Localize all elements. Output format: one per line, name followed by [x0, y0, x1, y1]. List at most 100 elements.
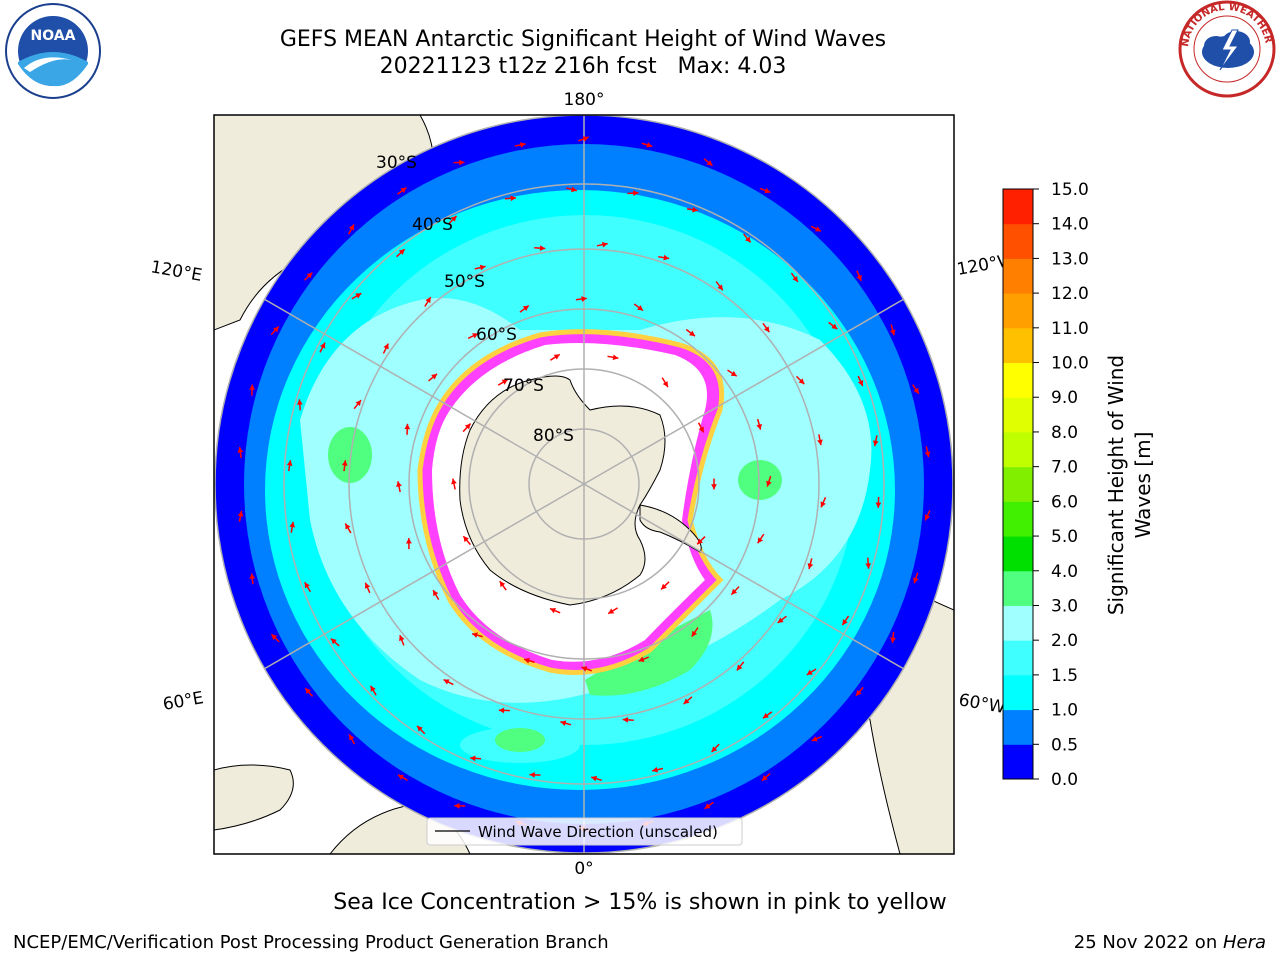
wave-arrow-head — [479, 264, 486, 271]
wave-arrow-head — [612, 354, 619, 361]
wave-arrow-head — [857, 380, 864, 387]
wave-arrow-head — [443, 679, 450, 685]
wave-arrow-head — [433, 590, 439, 597]
wave-arrow-head — [842, 619, 848, 626]
wave-arrow-head — [539, 245, 546, 251]
wave-arrow-head — [792, 275, 798, 282]
wave-arrow-head — [355, 293, 362, 299]
colorbar-tick-label: 2.0 — [1051, 631, 1078, 651]
colorbar-segment — [1003, 605, 1033, 641]
colorbar: 0.0 0.5 1.0 1.5 2.0 3.0 4.0 5.0 6.0 7.0 8.0 9.0 10.0… — [1002, 180, 1089, 790]
wave-arrow-head — [807, 563, 814, 569]
wave-arrow-head — [608, 608, 615, 614]
colorbar-segment — [1003, 501, 1033, 537]
wave-arrow-head — [529, 772, 535, 778]
wave-arrow-head — [249, 573, 256, 579]
wave-arrow-head — [697, 538, 703, 545]
wave-arrow-head — [689, 330, 696, 337]
wave-arrow-head — [856, 274, 862, 281]
wave-arrow-head — [399, 635, 405, 642]
lat-label-60s: 60°S — [476, 325, 517, 345]
wave-arrow-head — [341, 460, 348, 466]
colorbar-tick-label: 14.0 — [1051, 215, 1089, 235]
wave-arrow-head — [924, 514, 931, 521]
lon-label-60e: 60°E — [161, 688, 205, 715]
wave-arrow-head — [875, 502, 882, 508]
colorbar-segment — [1003, 223, 1033, 259]
colorbar-tick-label: 10.0 — [1051, 354, 1089, 374]
wave-arrow-head — [661, 583, 667, 590]
wave-arrow-head — [349, 734, 355, 741]
wave-arrow-head — [472, 632, 478, 638]
wave-arrow-head — [889, 329, 896, 336]
colorbar-tick-label: 13.0 — [1051, 249, 1089, 269]
wave-arrow-head — [330, 638, 337, 645]
lon-label-120e: 120°E — [149, 257, 203, 286]
land-antarctic-peninsula — [639, 504, 702, 553]
footer-date: 25 Nov 2022 on Hera — [1074, 932, 1266, 953]
wave-arrow-head — [761, 775, 768, 781]
wave-arrow-head — [498, 707, 505, 714]
wave-arrow-head — [273, 326, 279, 333]
wave-arrow-head — [345, 523, 351, 530]
wave-arrow-head — [355, 400, 362, 406]
wave-arrow-head — [305, 688, 311, 694]
colorbar-segment — [1003, 674, 1033, 711]
colorbar-tick-label: 1.0 — [1051, 701, 1078, 721]
wave-arrow-head — [756, 423, 762, 430]
colorbar-tick-label: 7.0 — [1051, 458, 1078, 478]
wave-arrow-head — [698, 426, 704, 433]
wave-arrow-head — [383, 343, 389, 350]
wave-arrow-head — [463, 536, 469, 543]
colorbar-segment — [1003, 293, 1033, 329]
lon-label-0: 0° — [574, 859, 593, 879]
wave-arrow-head — [581, 296, 587, 302]
wave-arrow-head — [560, 720, 567, 726]
wave-arrow-head — [692, 206, 698, 213]
lat-label-30s: 30°S — [376, 153, 417, 173]
colorbar-tick-label: 0.5 — [1051, 735, 1078, 755]
lat-label-80s: 80°S — [533, 426, 574, 446]
graticule — [214, 115, 954, 854]
lon-label-60w: 60°W — [957, 690, 1007, 718]
colorbar-tick-label: 6.0 — [1051, 492, 1078, 512]
wave-arrow-head — [237, 447, 244, 453]
wave-arrow-head — [553, 354, 560, 360]
colorbar-frame — [1002, 188, 1034, 780]
land-africa — [214, 764, 294, 831]
colorbar-segment — [1003, 744, 1033, 780]
noaa-logo: NOAA — [5, 3, 101, 99]
wave-arrow-head — [764, 187, 771, 194]
lon-label-180: 180° — [564, 90, 605, 110]
colorbar-tick-label: 11.0 — [1051, 319, 1089, 339]
wave-arrow-head — [364, 582, 371, 589]
wave-arrow-head — [499, 581, 506, 588]
wave-arrow-head — [763, 326, 770, 333]
wave-arrow-head — [890, 637, 896, 643]
wave-arrow-head — [470, 755, 476, 762]
wave-arrow-head — [296, 399, 303, 405]
wave-arrow-head — [691, 630, 698, 637]
wave-arrow-head — [762, 712, 769, 719]
wave-arrow-head — [519, 142, 526, 148]
wave-arrow-head — [731, 588, 738, 595]
wave-arrow-head — [745, 236, 751, 243]
colorbar-segment — [1003, 570, 1033, 606]
colorbar-tick-label: 3.0 — [1051, 596, 1078, 616]
colorbar-tick-label: 1.5 — [1051, 666, 1078, 686]
lat-label-50s: 50°S — [444, 272, 485, 292]
wave-arrow-head — [798, 378, 805, 385]
wave-arrow-head — [652, 766, 658, 773]
wave-arrow-head — [417, 725, 423, 732]
wave-arrow-head — [766, 480, 772, 487]
wave-arrow-head — [811, 736, 818, 742]
wave-arrow-head — [398, 249, 405, 255]
wave-arrow-head — [633, 190, 639, 196]
colorbar-segment — [1003, 536, 1033, 572]
wave-arrow-head — [663, 254, 670, 261]
wave-arrow-head — [704, 803, 711, 809]
map-legend: Wind Wave Direction (unscaled) — [426, 817, 743, 846]
chart-title: GEFS MEAN Antarctic Significant Height o… — [279, 27, 887, 52]
wave-arrow-head — [683, 698, 690, 705]
